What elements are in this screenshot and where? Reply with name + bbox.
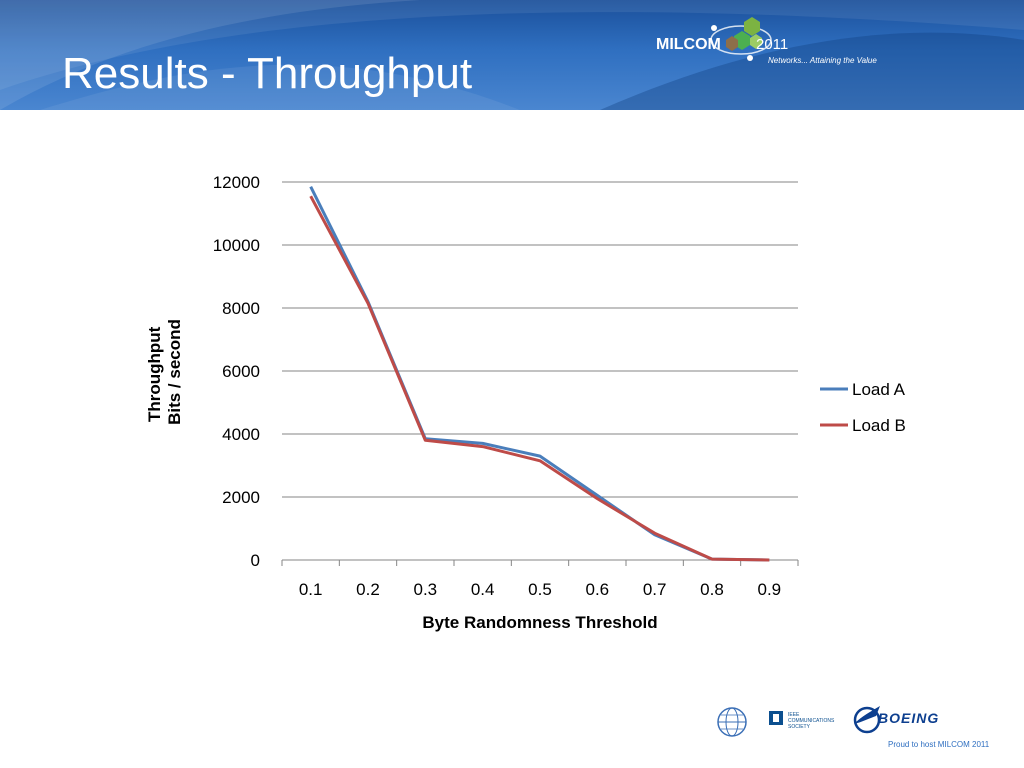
milcom-year: 2011 — [756, 36, 789, 53]
x-axis-title: Byte Randomness Threshold — [422, 613, 657, 632]
milcom-wordmark: MILCOM — [656, 36, 721, 53]
legend-label: Load B — [852, 416, 906, 435]
milcom-logo: MILCOM 2011 Networks... Attaining the Va… — [656, 14, 886, 74]
y-tick-label: 0 — [251, 551, 260, 570]
x-tick-label: 0.5 — [528, 580, 552, 599]
footer-logos: IEEE COMMUNICATIONS SOCIETY BOEING Proud… — [700, 698, 1000, 758]
y-tick-label: 4000 — [222, 425, 260, 444]
slide-title: Results - Throughput — [62, 49, 473, 98]
y-axis-title: Throughput Bits / second — [145, 319, 184, 425]
proud-to-host-text: Proud to host MILCOM 2011 — [888, 740, 990, 749]
x-tick-label: 0.8 — [700, 580, 724, 599]
y-tick-label: 6000 — [222, 362, 260, 381]
y-tick-label: 8000 — [222, 299, 260, 318]
y-tick-label: 2000 — [222, 488, 260, 507]
x-tick-labels: 0.1 0.2 0.3 0.4 0.5 0.6 0.7 0.8 0.9 — [299, 580, 781, 599]
boeing-symbol-icon — [853, 706, 881, 734]
x-tick-label: 0.1 — [299, 580, 323, 599]
chart-gridlines — [282, 181, 798, 498]
y-tick-label: 10000 — [213, 236, 260, 255]
y-tick-labels: 0 2000 4000 6000 8000 10000 12000 — [213, 173, 260, 570]
series-line-load-b — [309, 195, 770, 562]
boeing-wordmark: BOEING — [878, 710, 940, 726]
slide-header: Results - Throughput MILCOM 2011 Network… — [0, 0, 1024, 110]
x-tick-label: 0.3 — [414, 580, 438, 599]
ieee-comsoc-icon — [769, 711, 783, 725]
y-tick-label: 12000 — [213, 173, 260, 192]
chart-series — [309, 186, 770, 562]
x-tick-label: 0.6 — [586, 580, 610, 599]
milcom-tagline: Networks... Attaining the Value — [768, 56, 877, 65]
x-tick-label: 0.4 — [471, 580, 495, 599]
chart-legend: Load A Load B — [820, 380, 906, 435]
x-tick-label: 0.2 — [356, 580, 380, 599]
y-axis-title-line-1: Throughput — [145, 326, 164, 422]
y-axis-title-line-2: Bits / second — [165, 319, 184, 425]
milcom-hexagon-icon — [710, 17, 772, 61]
chart-axes — [281, 559, 799, 566]
legend-label: Load A — [852, 380, 906, 399]
series-line-load-a — [309, 186, 770, 562]
header-swoosh-graphic — [0, 0, 1024, 110]
x-tick-label: 0.9 — [758, 580, 782, 599]
globe-icon — [717, 707, 747, 737]
ieee-comsoc-text: IEEE COMMUNICATIONS SOCIETY — [788, 712, 835, 730]
x-tick-label: 0.7 — [643, 580, 667, 599]
